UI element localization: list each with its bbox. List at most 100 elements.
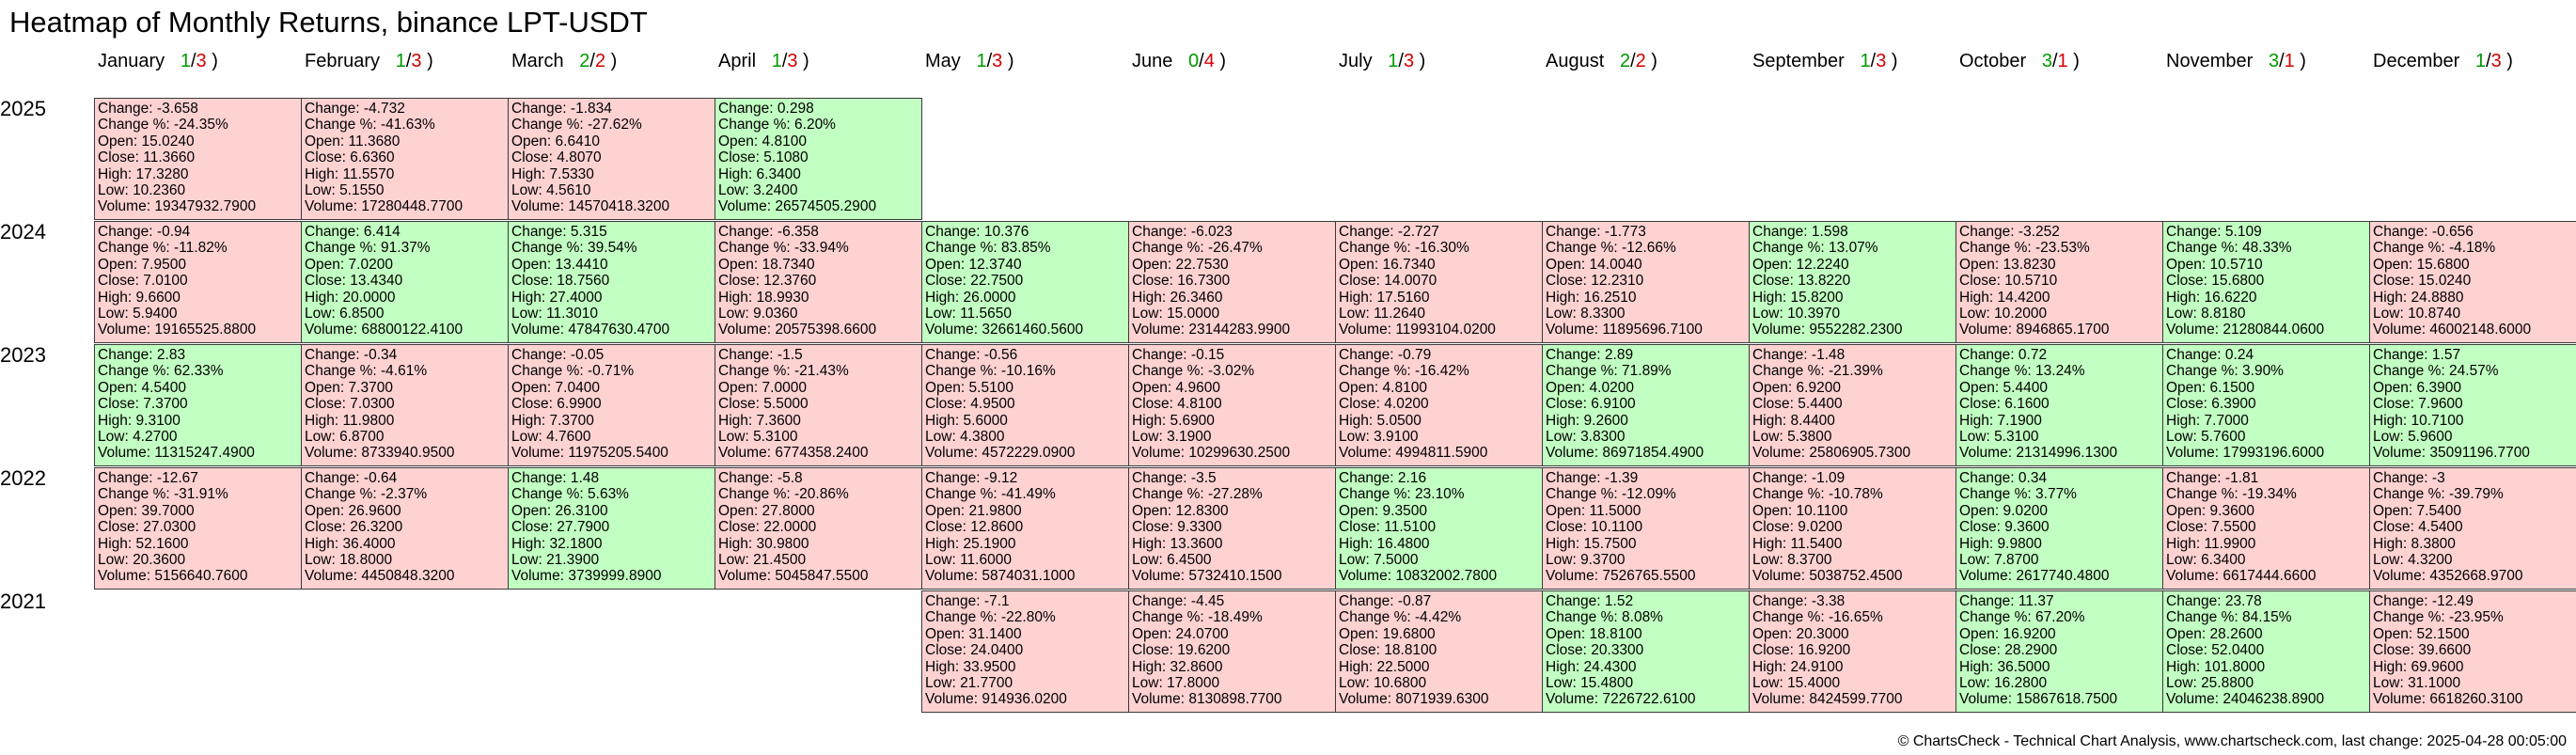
cell-high-line: High: 7.1900 xyxy=(1959,412,2042,429)
cell-close: 12.2310 xyxy=(1591,273,1644,290)
cell-high-line: High: 22.5000 xyxy=(1339,658,1430,675)
cell-open: 7.5400 xyxy=(2416,502,2461,519)
cell-open: 11.5000 xyxy=(1589,502,1641,519)
cell-high: 15.8200 xyxy=(1790,289,1844,306)
cell-volume: 17280448.7700 xyxy=(361,198,463,215)
cell-volume: 11993104.0200 xyxy=(1395,322,1496,338)
cell-high-line: High: 26.0000 xyxy=(925,289,1016,306)
cell-volume-line: Volume: 4352668.9700 xyxy=(2373,568,2523,585)
field-label: Volume xyxy=(511,322,560,338)
heatmap-cell: Change: -0.05 Change %: -0.71% Open: 7.040… xyxy=(508,344,715,466)
cell-close: 4.8100 xyxy=(1177,396,1222,413)
cell-change: -1.5 xyxy=(777,347,803,363)
cell-volume: 19165525.8800 xyxy=(154,322,257,338)
heatmap-cell: Change: -6.023 Change %: -26.47% Open: 22.… xyxy=(1128,221,1336,343)
cell-change-pct: -20.86% xyxy=(794,486,849,503)
field-label: Change % xyxy=(98,363,166,380)
cell-high: 36.4000 xyxy=(342,535,396,552)
cell-change-pct: -3.02% xyxy=(1208,363,1255,380)
field-label: Open xyxy=(2166,256,2202,273)
cell-close-line: Close: 13.4340 xyxy=(305,273,403,290)
up-count: 0 xyxy=(1188,51,1200,71)
field-label: Change % xyxy=(1546,240,1614,257)
field-label: Change xyxy=(305,224,356,240)
cell-low: 6.8700 xyxy=(339,429,385,446)
field-label: Volume xyxy=(2373,568,2422,585)
cell-low: 8.8180 xyxy=(2201,306,2246,322)
cell-open: 27.8000 xyxy=(762,502,815,519)
down-count: 3 xyxy=(787,51,798,71)
field-label: Change xyxy=(98,224,149,240)
cell-close-line: Close: 15.6800 xyxy=(2166,273,2265,290)
cell-close-line: Close: 4.0200 xyxy=(1339,396,1429,413)
field-label: Volume xyxy=(1339,445,1388,462)
field-label: Low xyxy=(1339,675,1366,692)
field-label: Volume xyxy=(98,445,147,462)
cell-change-pct: 62.33% xyxy=(174,363,224,380)
cell-open: 26.3100 xyxy=(555,502,608,519)
field-label: Change % xyxy=(718,486,787,503)
cell-change-pct: -27.28% xyxy=(1208,486,1263,503)
field-label: Change xyxy=(98,470,149,486)
cell-change-line: Change: -1.5 xyxy=(718,347,803,363)
heatmap-cell: Change: -1.09 Change %: -10.78% Open: 10.1… xyxy=(1749,467,1956,590)
cell-low: 8.3700 xyxy=(1787,552,1832,569)
cell-change-line: Change: -1.09 xyxy=(1752,470,1846,486)
cell-volume-line: Volume: 86971854.4900 xyxy=(1546,445,1704,462)
cell-low: 7.5000 xyxy=(1374,552,1419,569)
cell-low-line: Low: 5.9600 xyxy=(2373,429,2453,446)
cell-low-line: Low: 10.8740 xyxy=(2373,306,2461,322)
cell-change: -0.64 xyxy=(363,470,398,486)
heatmap-cell: Change: 0.298 Change %: 6.20% Open: 4.8100… xyxy=(715,98,922,220)
cell-change-pct-line: Change %: -33.94% xyxy=(718,240,849,257)
cell-open-line: Open: 6.9200 xyxy=(1752,379,1841,396)
field-label: High xyxy=(2373,412,2403,429)
field-label: Volume xyxy=(925,445,974,462)
field-label: High xyxy=(1959,658,1989,675)
field-label: Open xyxy=(1546,379,1581,396)
field-label: Open xyxy=(98,133,134,149)
cell-low-line: Low: 3.9100 xyxy=(1339,429,1419,446)
cell-open: 6.1500 xyxy=(2209,379,2254,396)
field-label: Low xyxy=(925,552,952,569)
field-label: High xyxy=(511,165,542,182)
cell-change: -3.38 xyxy=(1811,593,1846,609)
cell-volume-line: Volume: 7526765.5500 xyxy=(1546,568,1696,585)
field-label: Close xyxy=(98,273,135,290)
field-label: Open xyxy=(1339,502,1374,519)
field-label: High xyxy=(718,165,748,182)
cell-change-line: Change: -3 xyxy=(2373,470,2445,486)
cell-open: 12.2240 xyxy=(1796,256,1849,273)
cell-change-pct: 48.33% xyxy=(2242,240,2292,257)
cell-open: 7.9500 xyxy=(141,256,186,273)
month-name: May xyxy=(925,51,961,71)
cell-close-line: Close: 7.9600 xyxy=(2373,396,2463,413)
cell-high-line: High: 20.0000 xyxy=(305,289,396,306)
field-label: Low xyxy=(1959,552,1987,569)
cell-open-line: Open: 21.9800 xyxy=(925,502,1022,519)
field-label: Change % xyxy=(1132,609,1201,626)
cell-open: 7.3700 xyxy=(348,379,393,396)
cell-change: 0.298 xyxy=(777,101,814,117)
cell-low-line: Low: 5.3800 xyxy=(1752,429,1832,446)
cell-change-line: Change: 0.72 xyxy=(1959,347,2048,363)
field-label: Open xyxy=(2166,379,2202,396)
cell-open-line: Open: 9.0200 xyxy=(1959,502,2048,519)
cell-low-line: Low: 11.3010 xyxy=(511,306,598,322)
field-label: Close xyxy=(511,519,549,536)
field-label: Change xyxy=(1752,224,1804,240)
field-label: Open xyxy=(305,133,340,149)
cell-low-line: Low: 9.3700 xyxy=(1546,552,1626,569)
cell-low: 4.3800 xyxy=(960,429,1005,446)
cell-volume: 24046238.8900 xyxy=(2223,691,2325,708)
cell-open-line: Open: 14.0040 xyxy=(1546,256,1642,273)
field-label: Volume xyxy=(1339,568,1388,585)
cell-close: 14.0070 xyxy=(1384,273,1437,290)
cell-low: 5.9400 xyxy=(133,306,178,322)
cell-volume: 46002148.6000 xyxy=(2429,322,2532,338)
cell-close-line: Close: 28.2900 xyxy=(1959,642,2058,659)
field-label: Volume xyxy=(1339,322,1388,338)
cell-high: 18.9930 xyxy=(756,289,809,306)
cell-change: -0.05 xyxy=(570,347,605,363)
cell-change-pct-line: Change %: -16.42% xyxy=(1339,363,1469,380)
